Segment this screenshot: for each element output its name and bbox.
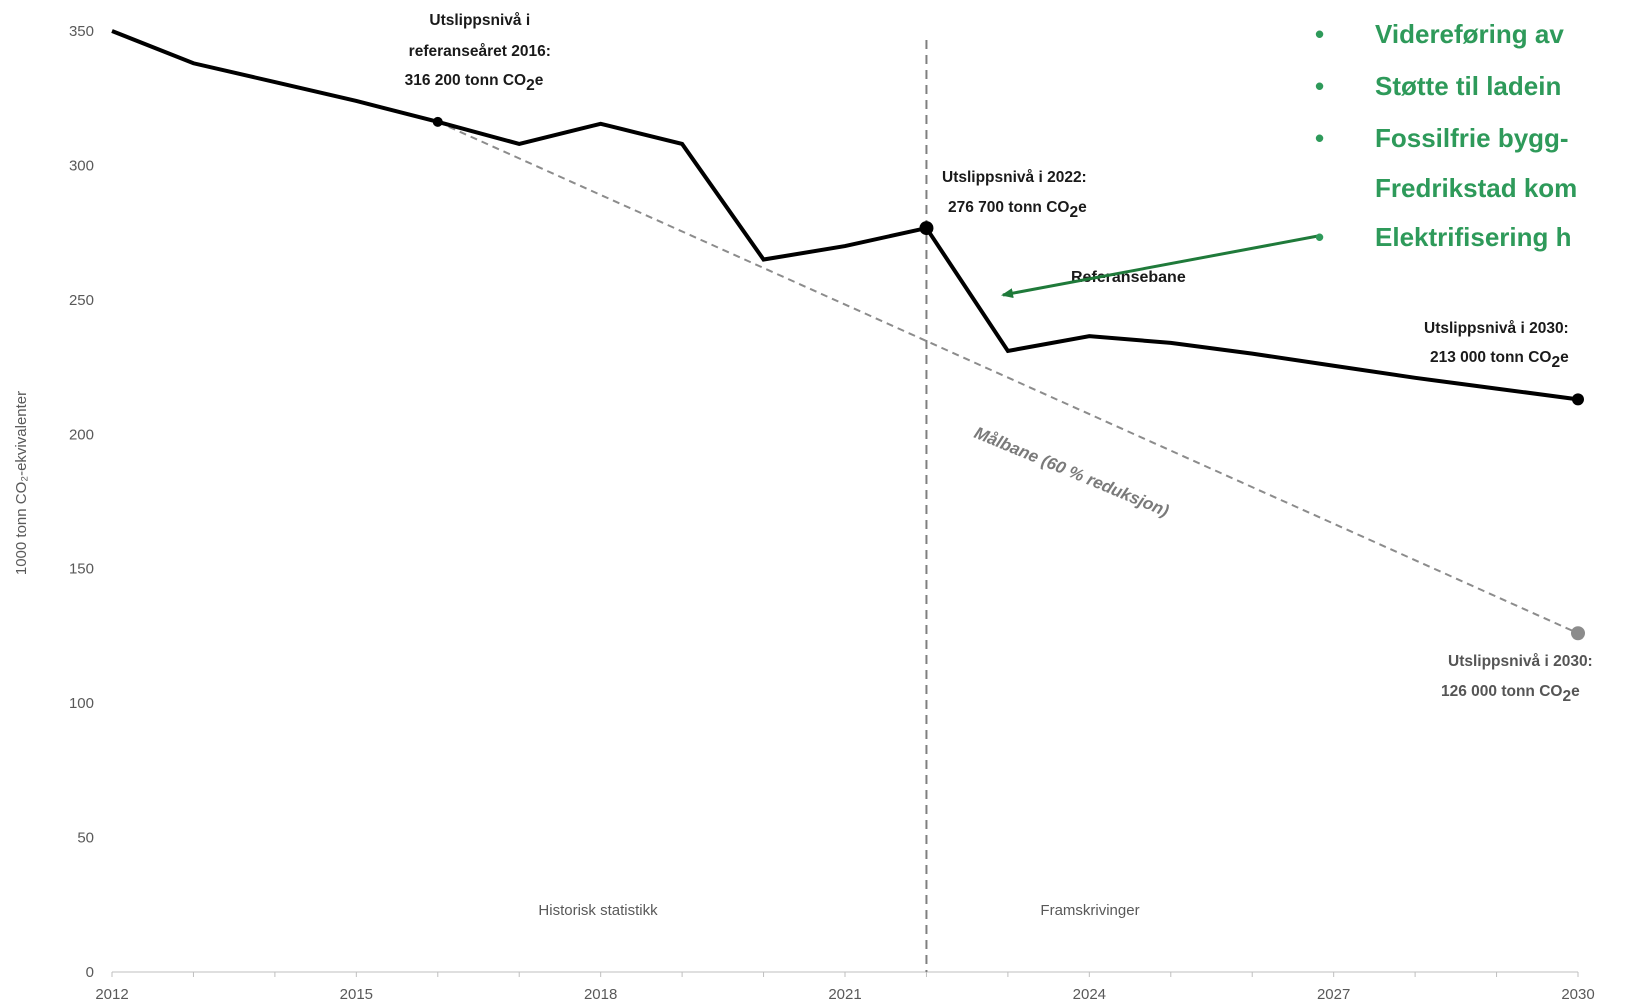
bullet-item: Videreføring av (1375, 19, 1564, 49)
y-tick-label: 100 (69, 695, 94, 712)
bullet-dot: • (1315, 71, 1324, 101)
y-tick-label: 50 (77, 830, 94, 847)
y-tick-label: 300 (69, 157, 94, 174)
green-arrow (1001, 234, 1319, 299)
region-label-history: Historisk statistikk (538, 902, 658, 919)
annotation-2016: Utslippsnivå i referanseåret 2016: 316 2… (405, 12, 556, 94)
y-tick-label: 350 (69, 23, 94, 40)
bullet-dot: • (1315, 123, 1324, 153)
marker-2030-target (1571, 626, 1585, 641)
y-tick-label: 200 (69, 426, 94, 443)
reference-series-line (111, 29, 1579, 402)
bullet-item: Støtte til ladein (1375, 71, 1561, 101)
series-layer (111, 29, 1585, 641)
annotation-2030-reference: Utslippsnivå i 2030: 213 000 tonn CO2e (1424, 320, 1573, 371)
y-tick-label: 250 (69, 292, 94, 309)
x-tick-label: 2021 (828, 986, 861, 1003)
bullet-list: • Videreføring av • Støtte til ladein • … (1315, 19, 1577, 252)
marker-2016 (432, 116, 443, 127)
region-label-projections: Framskrivinger (1040, 902, 1139, 919)
bullet-item: Fredrikstad kom (1375, 173, 1577, 203)
annotation-2022: Utslippsnivå i 2022: 276 700 tonn CO2e (942, 169, 1091, 221)
x-axis: 2012 2015 2018 2021 2024 2027 2030 (95, 971, 1595, 1003)
bullet-dot: • (1315, 222, 1324, 252)
marker-2030-reference (1572, 393, 1584, 406)
x-tick-label: 2018 (584, 986, 617, 1003)
target-series-line (437, 120, 1579, 635)
marker-2022 (919, 221, 934, 236)
x-tick-label: 2024 (1073, 986, 1106, 1003)
y-tick-label: 0 (86, 964, 94, 981)
bullet-item: Elektrifisering h (1375, 222, 1572, 252)
reference-line-label: Referansebane (1071, 269, 1186, 286)
y-axis-label: 1000 tonn CO₂-ekvivalenter (13, 391, 30, 575)
y-tick-label: 150 (69, 561, 94, 578)
x-tick-label: 2012 (95, 986, 128, 1003)
y-axis-ticks: 0 50 100 150 200 250 300 350 (69, 23, 94, 981)
x-tick-label: 2015 (340, 986, 373, 1003)
bullet-item: Fossilfrie bygg- (1375, 123, 1569, 153)
bullet-dot: • (1315, 19, 1324, 49)
x-tick-label: 2027 (1317, 986, 1350, 1003)
annotation-2030-target: Utslippsnivå i 2030: 126 000 tonn CO2e (1441, 653, 1597, 705)
x-tick-label: 2030 (1561, 986, 1594, 1003)
